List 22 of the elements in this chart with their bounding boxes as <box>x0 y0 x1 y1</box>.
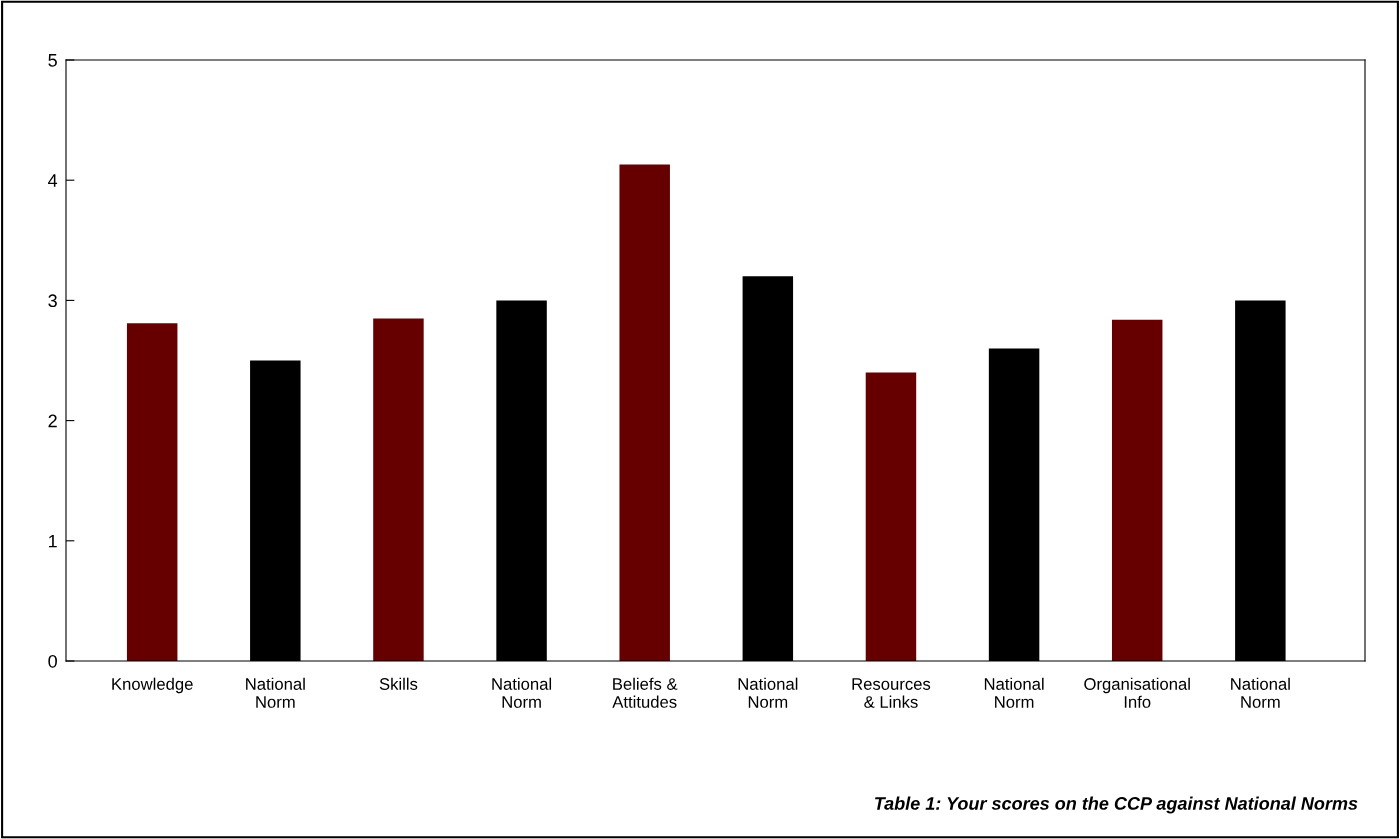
bar <box>1111 319 1163 661</box>
x-tick-label: National Norm <box>738 677 798 708</box>
x-tick-label: Skills <box>379 677 418 690</box>
y-tick-label: 0 <box>48 654 57 668</box>
x-tick-label: National Norm <box>1231 677 1290 708</box>
x-tick-label: Beliefs & Attitudes <box>612 677 678 708</box>
y-tick-label: 3 <box>48 294 57 308</box>
bar <box>865 372 917 661</box>
y-tick-label: 1 <box>49 534 57 548</box>
bar <box>619 164 670 661</box>
x-tick-label: National Norm <box>984 677 1044 708</box>
x-tick-label: Resources & Links <box>852 678 931 708</box>
x-tick-label: Organisational Info <box>1084 677 1190 708</box>
x-tick-label: National Norm <box>246 677 305 708</box>
bar <box>373 318 424 661</box>
y-tick-label: 4 <box>48 174 58 187</box>
x-tick-label: Knowledge <box>112 677 193 694</box>
x-tick-label: National Norm <box>492 677 552 708</box>
caption: Table 1: Your scores on the CCP against National Norms <box>875 796 1358 814</box>
y-tick-label: 2 <box>48 414 57 428</box>
bar <box>126 323 178 661</box>
y-tick-label: 5 <box>48 54 57 67</box>
